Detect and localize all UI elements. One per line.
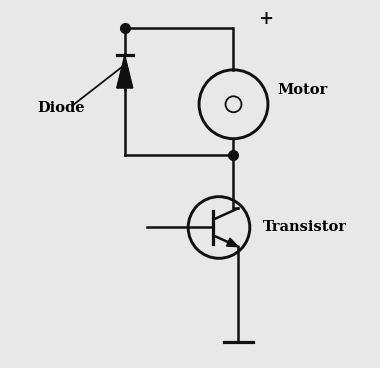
Polygon shape <box>117 55 133 88</box>
Text: +: + <box>259 10 274 28</box>
Text: Diode: Diode <box>38 101 86 115</box>
Text: Motor: Motor <box>277 83 327 97</box>
Text: Transistor: Transistor <box>263 220 347 234</box>
Polygon shape <box>226 238 238 247</box>
